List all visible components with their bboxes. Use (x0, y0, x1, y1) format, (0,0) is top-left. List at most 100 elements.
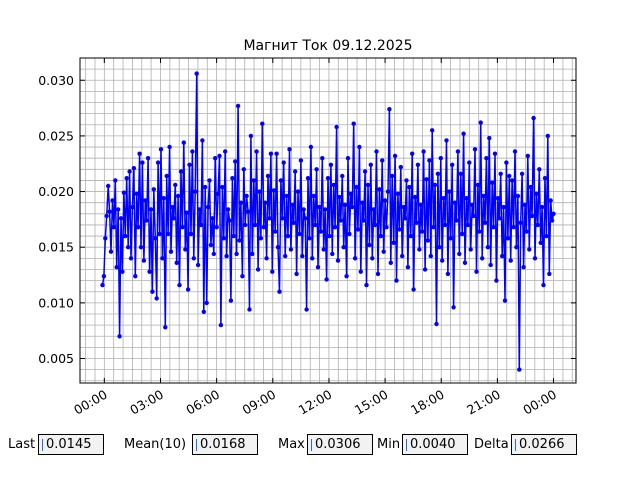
data-point (213, 156, 218, 161)
data-point (457, 251, 462, 257)
data-point (293, 169, 298, 174)
data-point (434, 321, 439, 327)
data-point (165, 231, 171, 237)
data-point (551, 211, 556, 216)
data-point (521, 265, 526, 270)
data-point (531, 115, 536, 121)
mean-value-field[interactable]: 0.0168 (192, 434, 258, 455)
data-point (374, 149, 379, 154)
last-value-field[interactable]: 0.0145 (38, 434, 104, 455)
data-point (467, 160, 472, 165)
data-point (243, 222, 248, 228)
data-point (471, 213, 476, 219)
data-point (425, 238, 431, 243)
data-point (233, 159, 238, 164)
data-point (330, 251, 335, 257)
data-point (218, 322, 224, 328)
data-point (337, 194, 342, 200)
chart-title: Магнит Ток 09.12.2025 (243, 38, 412, 54)
data-point (441, 196, 446, 201)
data-point (538, 240, 543, 245)
data-point (264, 256, 269, 261)
y-tick-label: 0.030 (38, 73, 74, 88)
data-point (104, 213, 109, 219)
data-point (400, 253, 405, 259)
data-point (360, 200, 365, 205)
x-tick-label: 21:00 (464, 387, 503, 418)
data-point (110, 198, 115, 203)
data-point (183, 247, 188, 252)
data-point (347, 231, 352, 237)
data-point (311, 193, 316, 199)
data-point (258, 236, 264, 241)
data-point (487, 135, 492, 141)
data-point (175, 193, 181, 199)
data-point (148, 207, 154, 212)
data-point (171, 216, 176, 221)
data-point (108, 249, 114, 254)
max-value-field[interactable]: 0.0306 (307, 434, 373, 455)
data-point (507, 173, 512, 179)
data-point (317, 204, 322, 210)
data-point (107, 209, 112, 214)
data-point (334, 124, 339, 130)
last-label: Last (8, 437, 36, 452)
data-point (168, 249, 174, 254)
data-point (392, 153, 398, 159)
min-value-field[interactable]: 0.0040 (402, 434, 468, 455)
data-point (380, 158, 385, 163)
data-point (301, 207, 306, 212)
data-point (340, 173, 345, 179)
data-point (230, 176, 235, 181)
data-point (420, 229, 425, 234)
data-point (121, 190, 127, 195)
data-point (342, 202, 348, 208)
data-point (160, 256, 165, 261)
data-point (532, 256, 538, 261)
data-point (106, 183, 111, 189)
data-point (384, 225, 389, 230)
data-point (504, 160, 509, 165)
data-point (215, 191, 221, 196)
data-point (275, 245, 281, 250)
data-point (351, 121, 356, 126)
data-point (494, 278, 499, 283)
data-point (367, 242, 372, 248)
data-point (488, 262, 493, 268)
data-point (442, 222, 448, 228)
data-point (508, 258, 513, 263)
data-point (318, 229, 324, 234)
data-point (147, 269, 152, 274)
delta-value-field[interactable]: 0.0266 (511, 434, 577, 455)
data-point (397, 227, 402, 232)
data-point (328, 162, 334, 167)
data-point (120, 269, 125, 274)
data-point (267, 216, 272, 221)
delta-label: Delta (474, 437, 509, 452)
x-tick-label: 00:00 (520, 387, 559, 418)
data-point (529, 213, 535, 219)
data-point (307, 236, 312, 241)
data-point (220, 184, 225, 190)
data-point (221, 236, 226, 241)
data-point (257, 189, 262, 194)
data-point (200, 138, 205, 143)
data-point (378, 233, 383, 239)
data-point (285, 233, 291, 239)
data-point (126, 245, 131, 250)
data-point (468, 247, 473, 252)
data-point (203, 184, 208, 190)
data-point (440, 258, 445, 263)
data-point (294, 271, 299, 277)
data-point (331, 182, 336, 188)
data-point (274, 151, 279, 156)
data-point (247, 307, 252, 312)
line-chart: Магнит Ток 09.12.2025 0.0050.0100.0150.0… (38, 38, 577, 418)
data-point (401, 204, 406, 210)
data-point (505, 236, 511, 241)
data-point (404, 178, 409, 183)
data-point (491, 225, 496, 230)
data-point (314, 167, 319, 172)
data-point (345, 156, 351, 161)
x-tick-label: 15:00 (352, 387, 391, 418)
